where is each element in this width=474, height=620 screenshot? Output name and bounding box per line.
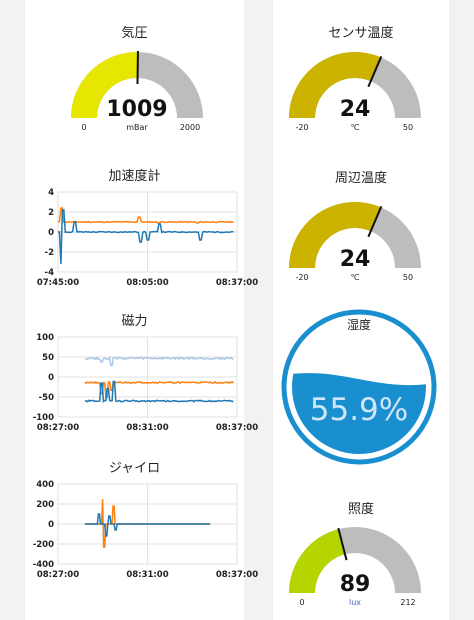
magnetometer-widget: 磁力 100 50 0 -50 -100 08:27:00 08:31:00 08:37:00 — [25, 305, 259, 445]
y-tick-label: 50 — [42, 353, 54, 363]
gauge-fill — [289, 202, 381, 268]
pressure-gauge: 1009 0 mBar 2000 — [71, 50, 203, 132]
accelerometer-title: 加速度計 — [108, 169, 161, 184]
humidity-level: 湿度 55.9% — [281, 309, 437, 465]
gauge-needle — [367, 55, 383, 88]
x-tick-label: 07:45:00 — [37, 278, 79, 288]
gauge-value: 24 — [340, 247, 371, 272]
humidity-value: 55.9% — [310, 392, 408, 428]
gauge-fill — [289, 52, 381, 118]
series-line-1 — [84, 380, 234, 399]
y-tick-label: 2 — [48, 208, 54, 218]
pressure-title: 気圧 — [121, 26, 148, 41]
y-tick-label: 0 — [48, 228, 54, 238]
x-tick-label: 08:05:00 — [126, 278, 168, 288]
series-line-0 — [57, 207, 234, 224]
y-tick-label: -2 — [45, 248, 55, 258]
x-tick-label: 08:37:00 — [216, 278, 258, 288]
humidity-wave — [292, 373, 426, 454]
illuminance-widget: 照度 89 0 lux 212 — [273, 480, 449, 620]
magnetometer-title: 磁力 — [121, 314, 148, 329]
illuminance-title: 照度 — [347, 502, 374, 517]
ambient-temp-widget: 周辺温度 24 -20 ℃ 50 — [273, 150, 449, 300]
y-tick-label: -4 — [45, 268, 55, 278]
gauge-fill — [289, 529, 346, 593]
sensor-temp-gauge: 24 -20 ℃ 50 — [289, 52, 421, 132]
y-tick-label: -400 — [33, 560, 54, 570]
gauge-value: 1009 — [106, 97, 167, 122]
y-tick-label: 0 — [48, 373, 54, 383]
sensor-temp-title: センサ温度 — [328, 26, 394, 41]
gauge-value: 24 — [340, 97, 371, 122]
gauge-max: 2000 — [180, 123, 200, 132]
gauge-unit: ℃ — [351, 123, 360, 132]
gauge-min: 0 — [81, 123, 86, 132]
accelerometer-widget: 加速度計 4 2 0 -2 -4 07:45:00 08:05:00 08:37:00 — [25, 160, 258, 300]
x-tick-label: 08:31:00 — [126, 423, 168, 433]
gauge-min: -20 — [295, 123, 308, 132]
gauge-fill — [71, 52, 138, 118]
gauge-needle — [337, 527, 348, 561]
x-tick-label: 08:37:00 — [216, 570, 258, 580]
right-column: センサ温度 24 -20 ℃ 50 周辺温度 24 -20 ℃ 50 湿度 — [273, 0, 449, 620]
y-tick-label: -50 — [39, 393, 54, 403]
accelerometer-chart: 4 2 0 -2 -407:45:00 08:05:00 08:37:00 — [37, 188, 258, 288]
y-tick-label: 400 — [36, 480, 54, 490]
x-tick-label: 08:27:00 — [37, 423, 79, 433]
series-line-2 — [84, 380, 234, 404]
gauge-value: 89 — [340, 572, 371, 597]
y-tick-label: 0 — [48, 520, 54, 530]
series-line-1 — [57, 209, 234, 265]
x-tick-label: 08:27:00 — [37, 570, 79, 580]
x-tick-label: 08:37:00 — [216, 423, 258, 433]
humidity-widget: 湿度 55.9% — [273, 300, 449, 480]
gyroscope-widget: ジャイロ 400 200 0 -200 -400 08:27:00 08:31:00 08:3… — [25, 452, 259, 592]
y-tick-label: 4 — [48, 188, 54, 198]
humidity-title: 湿度 — [347, 317, 371, 332]
ambient-temp-gauge: 24 -20 ℃ 50 — [289, 202, 421, 282]
gauge-max: 212 — [400, 598, 415, 607]
gauge-needle — [367, 205, 383, 238]
gauge-unit: lux — [349, 598, 361, 607]
ambient-temp-title: 周辺温度 — [334, 171, 387, 186]
y-tick-label: 100 — [36, 333, 54, 343]
gauge-min: -20 — [295, 273, 308, 282]
series-line-1 — [84, 513, 211, 537]
illuminance-gauge: 89 0 lux 212 — [289, 527, 421, 607]
sensor-temp-widget: センサ温度 24 -20 ℃ 50 — [273, 0, 449, 150]
y-tick-label: -200 — [33, 540, 54, 550]
gauge-max: 50 — [403, 273, 413, 282]
gyroscope-title: ジャイロ — [108, 461, 161, 476]
y-tick-label: -100 — [33, 413, 54, 423]
gauge-unit: ℃ — [351, 273, 360, 282]
gauge-min: 0 — [299, 598, 304, 607]
x-tick-label: 08:31:00 — [126, 570, 168, 580]
gauge-unit: mBar — [126, 123, 148, 132]
pressure-gauge-widget: 気圧 1009 0 mBar 2000 — [25, 0, 244, 150]
series-line-0 — [84, 355, 234, 367]
humidity-ring — [281, 309, 437, 465]
gauge-max: 50 — [403, 123, 413, 132]
left-column: 気圧 1009 0 mBar 2000 加速度計 4 2 0 -2 -4 07:45:00… — [25, 0, 259, 620]
y-tick-label: 200 — [36, 500, 54, 510]
